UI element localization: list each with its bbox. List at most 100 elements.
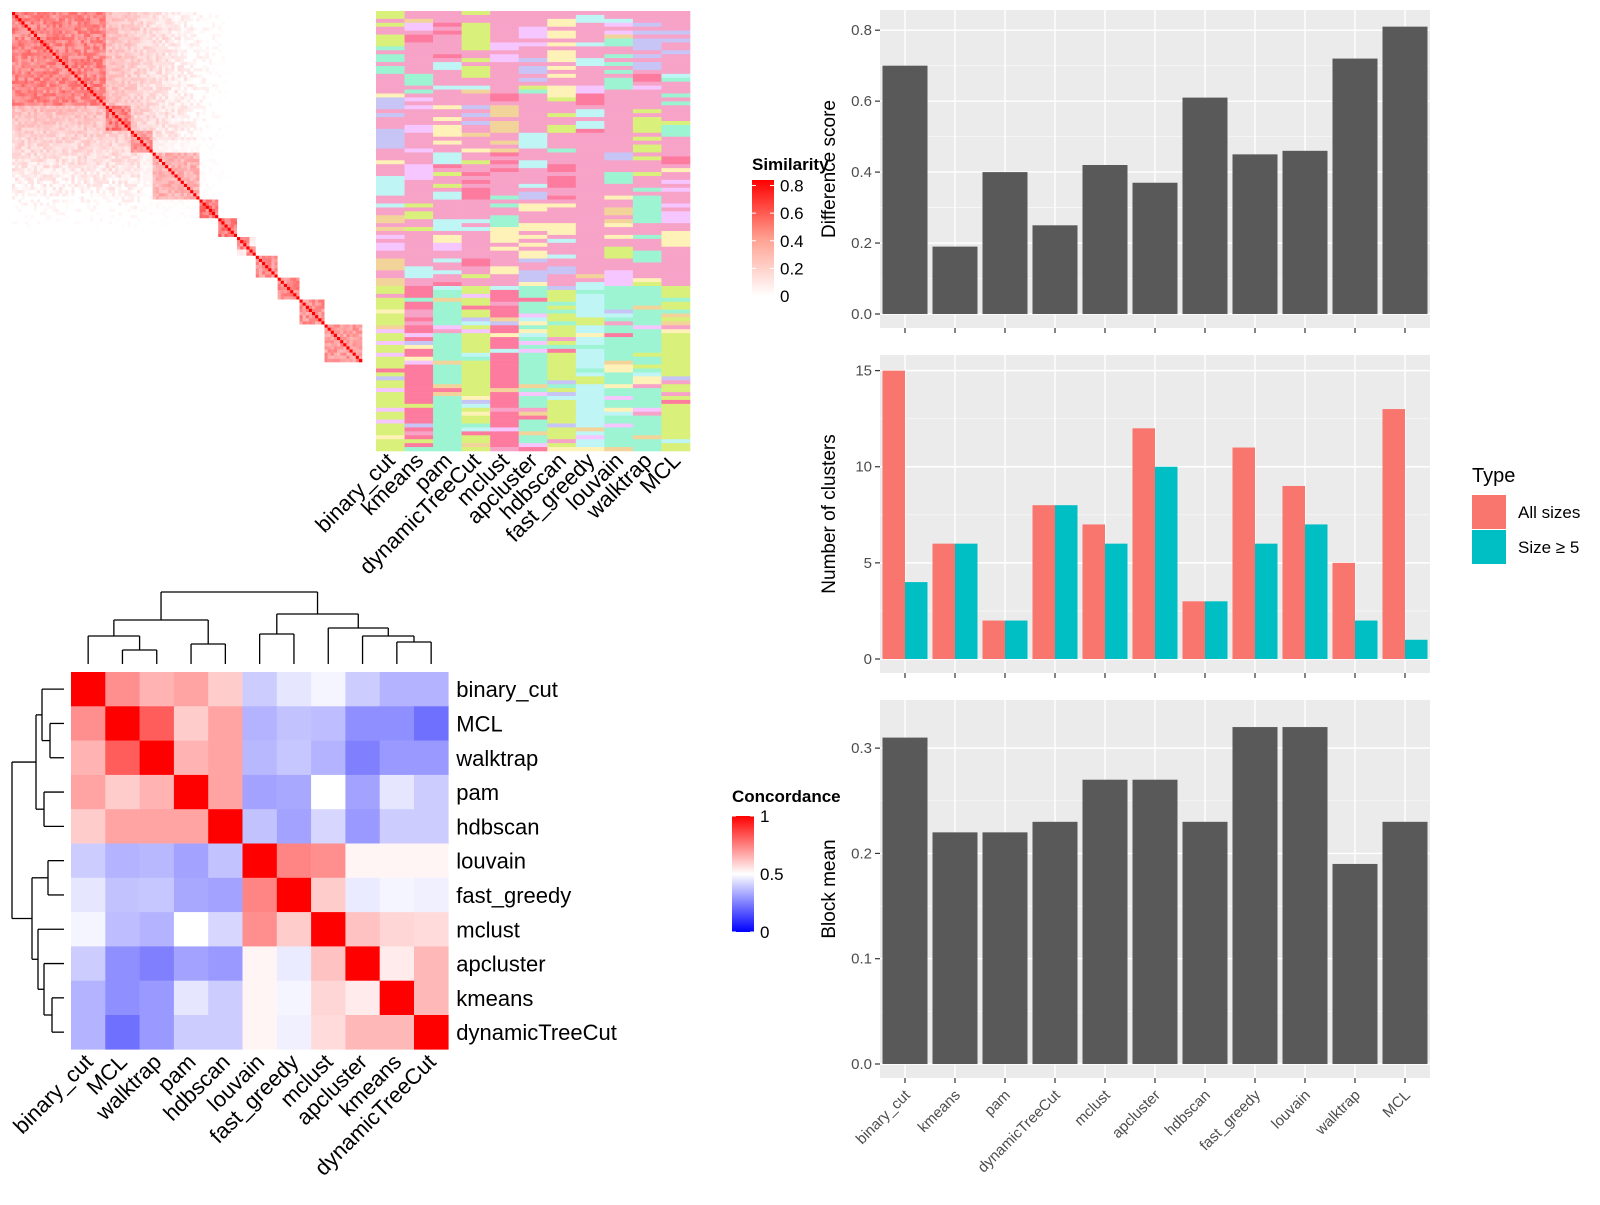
similarity-legend-tick: 0.2 [780, 259, 804, 278]
concordance-cell [414, 946, 449, 981]
concordance-cell [208, 672, 243, 707]
concordance-cell [414, 774, 449, 810]
concordance-cell [71, 706, 106, 741]
concordance-cell [208, 774, 243, 810]
concordance-cell [311, 1015, 346, 1050]
concordance-cell [379, 774, 415, 810]
y-tick-label: 0.3 [851, 740, 872, 757]
concordance-cell [276, 672, 312, 707]
similarity-legend: Similarity 0.8 0.6 0.4 0.2 0 [752, 155, 829, 306]
concordance-row-labels: binary_cut MCL walktrap pam hdbscan louvain fa… [455, 677, 617, 1045]
concordance-cell [71, 809, 106, 844]
bar-apcluster [1132, 779, 1178, 1064]
concordance-cell [242, 980, 278, 1016]
concordance-cell [276, 1015, 312, 1050]
concordance-cell [276, 706, 312, 741]
y-tick-label: 0.6 [851, 93, 872, 110]
y-axis-label: Block mean [819, 839, 840, 938]
legend-label-size-5: Size ≥ 5 [1518, 538, 1579, 557]
concordance-cell [379, 877, 415, 913]
bar-dynamicTreeCut-all-sizes [1032, 505, 1055, 659]
concordance-cell [276, 774, 312, 810]
concordance-cell [139, 912, 175, 947]
concordance-cell [276, 843, 312, 879]
bar-kmeans [932, 246, 978, 314]
similarity-legend-tick: 0.8 [780, 177, 804, 196]
concordance-cell [311, 980, 346, 1016]
bar-dynamicTreeCut-size-5 [1055, 505, 1078, 659]
y-tick-label: 0.1 [851, 951, 872, 968]
concordance-cell [311, 672, 346, 707]
concordance-row-label-walktrap: walktrap [455, 746, 538, 771]
concordance-legend-title: Concordance [732, 787, 841, 806]
concordance-cell [71, 672, 106, 707]
cluster-label-heatmap [376, 11, 691, 452]
y-tick-label: 10 [855, 459, 872, 476]
concordance-cell [379, 740, 415, 776]
concordance-cell [105, 1015, 140, 1050]
y-axis-label: Difference score [819, 100, 840, 238]
concordance-cell [139, 809, 175, 844]
concordance-cell [105, 706, 140, 741]
concordance-cell [173, 774, 209, 810]
bar-kmeans [932, 832, 978, 1064]
concordance-cell [276, 740, 312, 776]
concordance-cell [379, 1015, 415, 1050]
concordance-cell [71, 740, 106, 776]
concordance-cell [208, 877, 243, 913]
bar-hdbscan [1182, 821, 1228, 1064]
x-tick-label-mclust: mclust [1071, 1086, 1114, 1129]
concordance-row-label-mclust: mclust [456, 917, 520, 942]
concordance-cell [173, 740, 209, 776]
concordance-cell [71, 843, 106, 879]
number-of-clusters-chart: 0 5 10 15 Number of clusters [819, 355, 1430, 678]
y-axis-label: Number of clusters [819, 434, 840, 593]
concordance-heatmap [71, 672, 449, 1050]
bar-mclust [1082, 165, 1128, 314]
concordance-cell [242, 946, 278, 981]
concordance-row-label-fast_greedy: fast_greedy [456, 883, 571, 908]
bar-walktrap [1332, 863, 1378, 1064]
concordance-cell [71, 1015, 106, 1050]
concordance-cell [242, 1015, 278, 1050]
bar-apcluster-size-5 [1155, 466, 1178, 659]
concordance-cell [71, 774, 106, 810]
y-tick-label: 0.0 [851, 1056, 872, 1073]
concordance-cell [414, 912, 449, 947]
concordance-cell [311, 706, 346, 741]
concordance-legend-ticks: 10.50 [732, 807, 784, 942]
concordance-cell [173, 912, 209, 947]
concordance-cell [173, 672, 209, 707]
y-tick-label: 5 [864, 555, 872, 572]
bar-apcluster-all-sizes [1132, 428, 1155, 659]
concordance-cell [414, 877, 449, 913]
concordance-cell [208, 843, 243, 879]
bar-MCL-size-5 [1405, 639, 1428, 659]
concordance-cell [208, 740, 243, 776]
concordance-cell [345, 912, 380, 947]
bar-pam [982, 832, 1028, 1064]
x-tick-label-apcluster: apcluster [1109, 1087, 1164, 1142]
bar-louvain-size-5 [1305, 524, 1328, 659]
bar-fast_greedy-all-sizes [1232, 447, 1255, 659]
concordance-cell [311, 740, 346, 776]
concordance-cell [173, 1015, 209, 1050]
concordance-cell [242, 672, 278, 707]
bar-louvain [1282, 150, 1328, 314]
concordance-cell [379, 809, 415, 844]
concordance-cell [311, 912, 346, 947]
bar-kmeans-all-sizes [932, 543, 955, 659]
concordance-cell [276, 980, 312, 1016]
concordance-cell [345, 706, 380, 741]
concordance-cell [311, 877, 346, 913]
concordance-cell [414, 843, 449, 879]
concordance-cell [414, 672, 449, 707]
concordance-cell [345, 809, 380, 844]
concordance-legend-bar [732, 816, 754, 932]
x-tick-label-louvain: louvain [1268, 1087, 1314, 1133]
bar-MCL-all-sizes [1382, 409, 1405, 659]
concordance-cell [276, 912, 312, 947]
concordance-row-label-apcluster: apcluster [456, 952, 545, 977]
concordance-cell [242, 843, 278, 879]
